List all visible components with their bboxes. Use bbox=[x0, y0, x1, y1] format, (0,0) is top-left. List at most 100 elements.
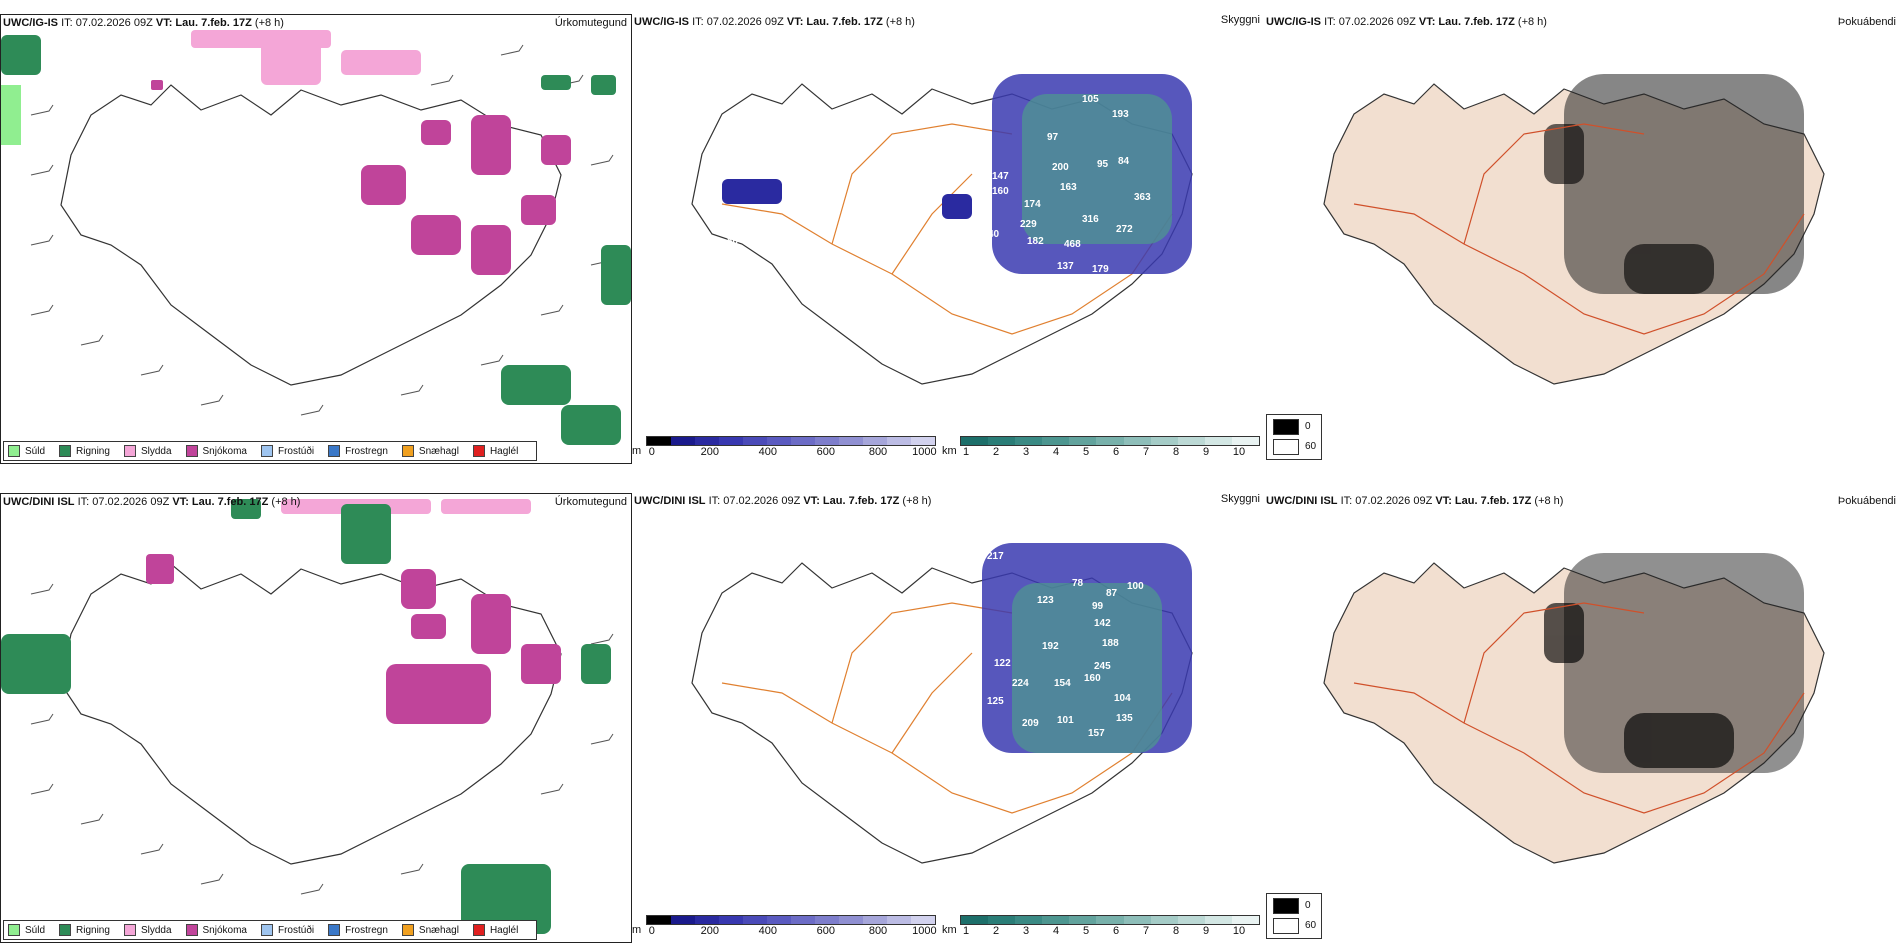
vis-value: 40 bbox=[988, 229, 1000, 240]
vis-value: 125 bbox=[987, 696, 1004, 707]
visibility-label-top: Skyggni bbox=[1220, 14, 1260, 26]
vis-tick: 3 bbox=[1022, 925, 1030, 937]
fog-map-top bbox=[1323, 74, 1825, 385]
ceiling-bar-seg bbox=[887, 437, 911, 445]
visibility-title-bottom: UWC/DINI ISL IT: 07.02.2026 09Z VT: Lau.… bbox=[634, 495, 932, 507]
ceiling-colorbar-top: m 0 200 400 600 800 1000 bbox=[632, 436, 937, 460]
rain-areas bbox=[1, 35, 631, 445]
swatch bbox=[260, 924, 273, 936]
legend-item-snaehagl: Snæhagl bbox=[401, 924, 459, 936]
vis-tick: 6 bbox=[1112, 925, 1120, 937]
snow-areas bbox=[151, 80, 571, 275]
vis-value: 160 bbox=[992, 186, 1009, 197]
vis-bar bbox=[960, 436, 1260, 446]
ceiling-bar-seg bbox=[839, 437, 863, 445]
vis-bar-seg bbox=[1096, 916, 1124, 924]
fog-label-white: 60 bbox=[1305, 920, 1317, 931]
swatch bbox=[123, 924, 136, 936]
roads bbox=[1353, 602, 1805, 814]
roads bbox=[721, 602, 1173, 814]
legend-item-rigning: Rigning bbox=[59, 924, 110, 936]
vis-bar-seg bbox=[961, 437, 989, 445]
ceiling-bar-seg bbox=[671, 437, 695, 445]
ceiling-tick: 400 bbox=[758, 925, 777, 937]
legend-item-sudl: Súld bbox=[8, 445, 45, 457]
fog-legend-top: 0 60 bbox=[1266, 414, 1322, 460]
ceiling-tick: 200 bbox=[700, 446, 719, 458]
ceiling-tick: 1000 bbox=[912, 446, 937, 458]
vis-value: 363 bbox=[1134, 192, 1151, 203]
fog-swatch-white bbox=[1273, 439, 1299, 455]
vis-bar-seg bbox=[1042, 916, 1070, 924]
iceland-outline bbox=[60, 84, 562, 386]
vis-value: 142 bbox=[1094, 618, 1111, 629]
roads bbox=[721, 123, 1173, 335]
ceiling-bar-seg bbox=[887, 916, 911, 924]
vis-tick: 1 bbox=[962, 446, 970, 458]
vis-ticks: 1 2 3 4 5 6 7 8 9 10 bbox=[960, 446, 1260, 460]
fog-panel-bottom: UWC/DINI ISL IT: 07.02.2026 09Z VT: Lau.… bbox=[1264, 493, 1900, 943]
vis-bar-seg bbox=[1123, 437, 1151, 445]
ceiling-bar-seg bbox=[647, 916, 671, 924]
vis-tick: 8 bbox=[1172, 446, 1180, 458]
vis-value: 197 bbox=[838, 229, 855, 240]
vis-tick: 5 bbox=[1082, 446, 1090, 458]
fog-swatch-white bbox=[1273, 918, 1299, 934]
ceiling-bar-seg bbox=[767, 916, 791, 924]
vis-tick: 9 bbox=[1202, 925, 1210, 937]
ceiling-bar-seg bbox=[815, 916, 839, 924]
ceiling-tick: 600 bbox=[816, 925, 835, 937]
legend-item-rigning: Rigning bbox=[59, 445, 110, 457]
visibility-panel-top: UWC/IG-IS IT: 07.02.2026 09Z VT: Lau. 7.… bbox=[632, 14, 1264, 464]
ceiling-tick: 200 bbox=[700, 925, 719, 937]
ceiling-patch-center bbox=[942, 194, 972, 219]
rain-areas bbox=[1, 499, 611, 934]
vis-value: 105 bbox=[1082, 94, 1099, 105]
precip-panel-top: UWC/IG-IS IT: 07.02.2026 09Z VT: Lau. 7.… bbox=[0, 14, 632, 464]
fog-label-black: 0 bbox=[1305, 900, 1311, 911]
visibility-title-top: UWC/IG-IS IT: 07.02.2026 09Z VT: Lau. 7.… bbox=[634, 16, 915, 28]
vis-value: 90 bbox=[950, 247, 962, 258]
vis-bar-seg bbox=[1015, 437, 1043, 445]
ceiling-bar-seg bbox=[911, 916, 935, 924]
vis-value: 101 bbox=[1057, 715, 1074, 726]
precip-legend-top: Súld Rigning Slydda Snjókoma Frostúði Fr… bbox=[3, 441, 538, 461]
vis-value: 99 bbox=[1092, 601, 1104, 612]
vis-bar-seg bbox=[1231, 437, 1260, 445]
vis-bar-seg bbox=[1177, 916, 1205, 924]
visibility-colorbar-bottom: km 1 2 3 4 5 6 7 8 9 10 bbox=[942, 915, 1260, 939]
vis-tick: 6 bbox=[1112, 446, 1120, 458]
precip-title-bottom: UWC/DINI ISL IT: 07.02.2026 09Z VT: Lau.… bbox=[3, 496, 301, 508]
vis-tick: 7 bbox=[1142, 446, 1150, 458]
legend-item-snaehagl: Snæhagl bbox=[401, 445, 459, 457]
legend-item-snjokoma: Snjókoma bbox=[185, 924, 247, 936]
swatch bbox=[59, 445, 72, 457]
ceiling-bar-seg bbox=[647, 437, 671, 445]
ceiling-unit: m bbox=[632, 924, 642, 936]
vis-value: 80 bbox=[727, 236, 739, 247]
ceiling-bar-seg bbox=[743, 437, 767, 445]
vis-tick: 10 bbox=[1232, 446, 1246, 458]
vis-value: 245 bbox=[1094, 661, 1111, 672]
ceiling-bar-seg bbox=[743, 916, 767, 924]
swatch bbox=[328, 924, 341, 936]
vis-tick: 2 bbox=[992, 446, 1000, 458]
fog-label-top: Þokuábendi bbox=[1837, 16, 1896, 28]
vis-tick: 4 bbox=[1052, 925, 1060, 937]
vis-value: 188 bbox=[1102, 638, 1119, 649]
precip-map-bottom bbox=[1, 499, 614, 934]
ceiling-tick: 600 bbox=[816, 446, 835, 458]
vis-tick: 3 bbox=[1022, 446, 1030, 458]
vis-value: 209 bbox=[1022, 718, 1039, 729]
swatch bbox=[8, 924, 20, 936]
ceiling-bar-seg bbox=[719, 437, 743, 445]
swatch bbox=[472, 924, 485, 936]
vis-value: 272 bbox=[1116, 224, 1133, 235]
swatch bbox=[8, 445, 20, 457]
vis-bar-seg bbox=[1150, 916, 1178, 924]
vis-cloud bbox=[1012, 583, 1162, 753]
ceiling-bar-seg bbox=[839, 916, 863, 924]
legend-item-sudl: Súld bbox=[8, 924, 45, 936]
drizzle-area bbox=[1, 85, 21, 145]
ceiling-bar-seg bbox=[791, 437, 815, 445]
